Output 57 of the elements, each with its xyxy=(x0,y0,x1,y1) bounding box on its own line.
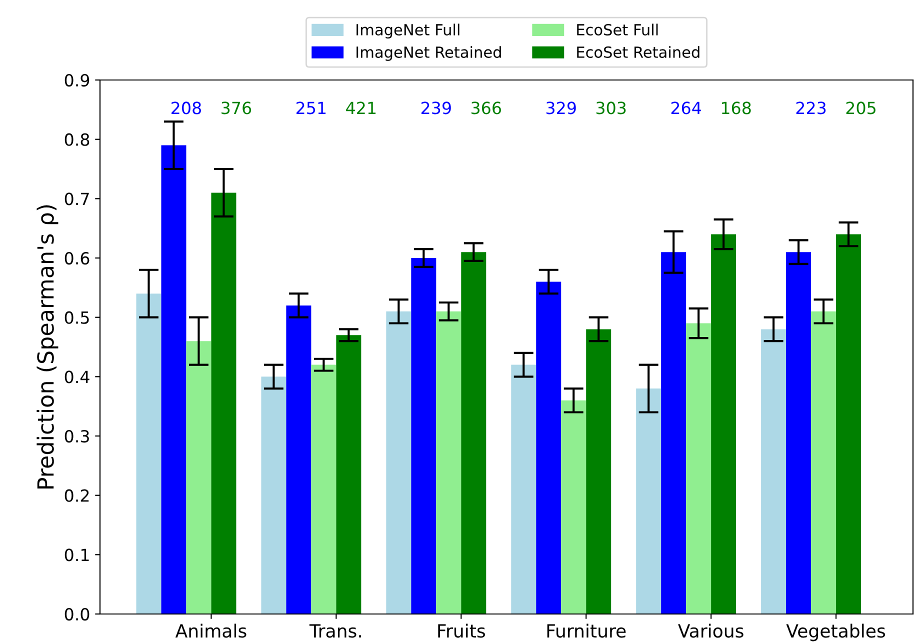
annotation: 421 xyxy=(346,102,376,114)
legend-label: ImageNet Retained xyxy=(356,46,501,61)
bar xyxy=(561,400,586,614)
bar xyxy=(261,376,286,614)
bar xyxy=(786,252,812,614)
bar xyxy=(461,252,486,614)
bar xyxy=(536,282,562,614)
y-tick-label: 0.3 xyxy=(64,430,89,443)
legend-label: EcoSet Full xyxy=(577,24,658,36)
legend-label: ImageNet Full xyxy=(356,24,460,38)
bar xyxy=(511,364,536,614)
bar xyxy=(661,252,686,614)
annotation: 239 xyxy=(421,102,451,114)
y-tick-label: 0.0 xyxy=(64,608,90,621)
annotation: 366 xyxy=(471,102,501,114)
bar xyxy=(711,234,736,614)
bar xyxy=(761,329,786,614)
bar xyxy=(636,388,662,614)
bar xyxy=(311,364,336,614)
bar xyxy=(211,192,236,614)
annotation: 223 xyxy=(796,102,826,114)
y-tick-label: 0.4 xyxy=(64,370,90,384)
bar xyxy=(161,145,186,614)
bar xyxy=(286,305,312,614)
bar xyxy=(586,329,612,614)
y-tick-label: 0.6 xyxy=(64,252,90,265)
bar xyxy=(386,311,412,614)
bar xyxy=(686,323,712,614)
y-tick-label: 0.2 xyxy=(64,489,89,502)
bar xyxy=(186,341,212,614)
annotation: 168 xyxy=(722,102,751,114)
x-tick-label: Various xyxy=(678,624,744,638)
bar xyxy=(811,311,836,614)
y-tick-label: 0.8 xyxy=(64,133,90,146)
annotation: 205 xyxy=(846,102,876,114)
y-axis-title: Prediction (Spearman's ρ) xyxy=(36,205,58,488)
bar xyxy=(136,294,162,614)
x-tick-label: Fruits xyxy=(438,624,485,638)
y-tick-label: 0.9 xyxy=(64,74,90,87)
annotation: 208 xyxy=(172,102,201,114)
legend-label: EcoSet Retained xyxy=(577,46,700,58)
annotation: 264 xyxy=(671,102,702,114)
x-tick-label: Furniture xyxy=(547,624,626,638)
annotation: 251 xyxy=(296,102,326,114)
x-tick-label: Animals xyxy=(175,624,246,638)
y-tick-label: 0.1 xyxy=(64,548,89,562)
y-tick-label: 0.5 xyxy=(64,311,89,324)
annotation: 376 xyxy=(222,102,252,114)
bar xyxy=(436,311,462,614)
bar xyxy=(336,335,362,614)
annotation: 303 xyxy=(596,102,626,114)
y-tick-label: 0.7 xyxy=(64,192,89,206)
x-tick-label: Trans. xyxy=(309,624,361,638)
bar xyxy=(411,258,436,614)
x-tick-label: Vegetables xyxy=(786,624,886,642)
bar xyxy=(836,234,862,614)
annotation: 329 xyxy=(546,102,576,114)
